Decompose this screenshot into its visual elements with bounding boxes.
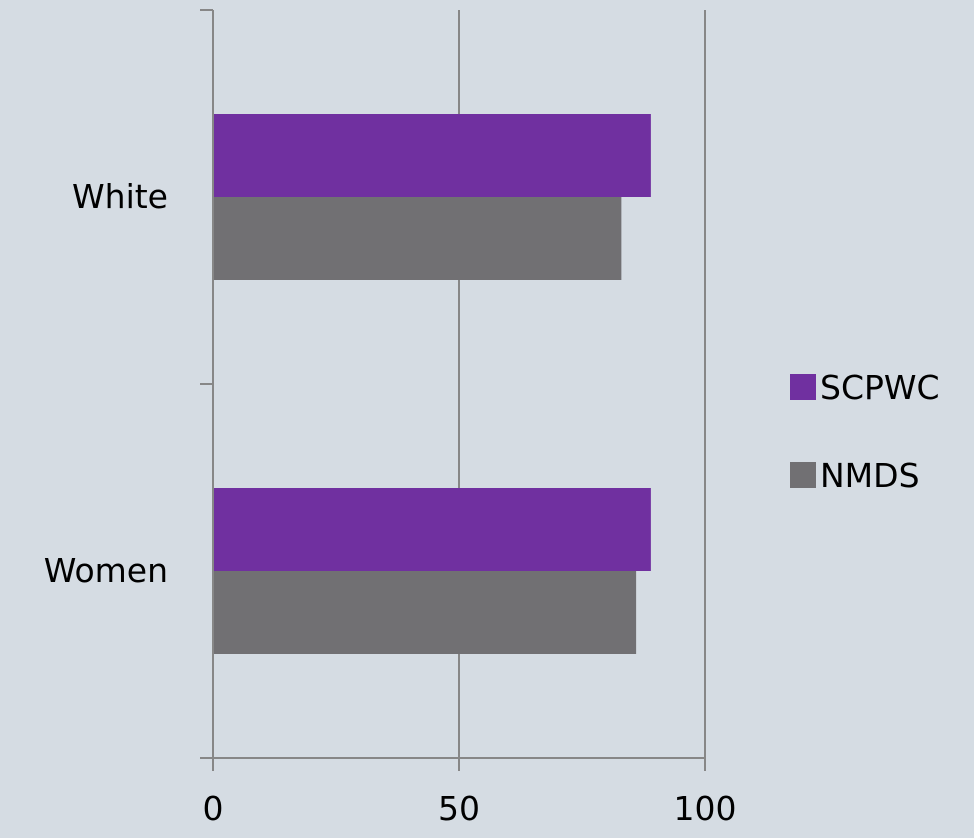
bar-white-scpwc: [213, 114, 651, 197]
x-tick-label-100: 100: [674, 789, 737, 828]
bar-women-scpwc: [213, 488, 651, 571]
x-tick-label-50: 50: [438, 789, 480, 828]
labels: White Women 0 50 100: [44, 177, 737, 828]
category-label-white: White: [72, 177, 168, 216]
legend-swatch-nmds: [790, 462, 816, 488]
legend-label-nmds: NMDS: [820, 456, 920, 495]
legend-swatch-scpwc: [790, 374, 816, 400]
legend: SCPWC NMDS: [790, 368, 940, 495]
bars: [213, 114, 651, 654]
legend-label-scpwc: SCPWC: [820, 368, 940, 407]
axes: [200, 9, 706, 771]
bar-women-nmds: [213, 571, 637, 654]
bar-white-nmds: [213, 197, 622, 280]
category-label-women: Women: [44, 551, 168, 590]
x-tick-label-0: 0: [203, 789, 224, 828]
